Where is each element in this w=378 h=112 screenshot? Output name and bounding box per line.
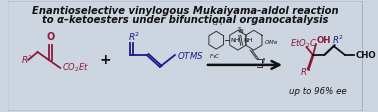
Text: +: +	[99, 53, 111, 67]
Text: N: N	[238, 29, 243, 34]
Text: to α–ketoesters under bifunctional organocatalysis: to α–ketoesters under bifunctional organ…	[42, 15, 328, 25]
Text: NH: NH	[230, 38, 240, 43]
Text: NH: NH	[243, 38, 253, 43]
Text: $EtO_2C$: $EtO_2C$	[290, 38, 317, 50]
Text: $\mathit{ll}$: $\mathit{ll}$	[261, 56, 267, 65]
FancyBboxPatch shape	[8, 1, 363, 111]
Text: $R^2$: $R^2$	[128, 31, 141, 43]
Text: OH: OH	[317, 36, 331, 45]
Text: $F_3C$: $F_3C$	[209, 52, 220, 61]
Text: $OMe$: $OMe$	[264, 38, 278, 46]
Text: Enantioselective vinylogous Mukaiyama-aldol reaction: Enantioselective vinylogous Mukaiyama-al…	[32, 6, 339, 16]
Text: $OTMS$: $OTMS$	[177, 50, 203, 60]
Text: $CO_2Et$: $CO_2Et$	[62, 62, 89, 74]
Text: CHO: CHO	[355, 51, 376, 59]
Text: up to 96% ee: up to 96% ee	[289, 87, 347, 96]
Text: $R^2$: $R^2$	[332, 34, 344, 46]
Text: O: O	[46, 32, 54, 42]
Text: $CF_3$: $CF_3$	[212, 19, 223, 28]
Text: $R^1$: $R^1$	[21, 54, 33, 66]
Text: S: S	[238, 27, 242, 32]
Text: $R^1$: $R^1$	[299, 66, 311, 78]
